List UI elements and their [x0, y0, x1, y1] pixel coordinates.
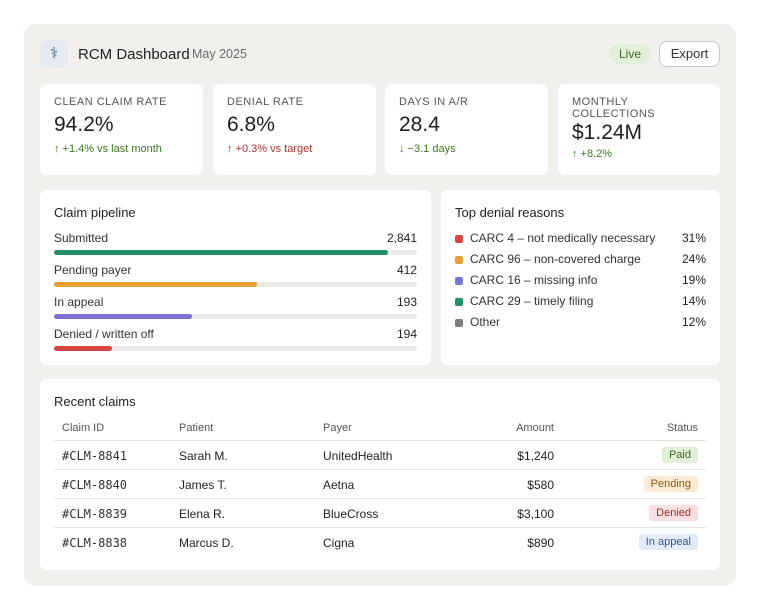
claim-id: #CLM-8840: [62, 478, 128, 492]
denial-reason-item: CARC 16 – missing info 19%: [455, 273, 706, 289]
denial-reason-percent: 12%: [681, 315, 706, 329]
progress-track: [54, 314, 417, 319]
claim-amount: $3,100: [517, 507, 554, 521]
pipeline-count: 2,841: [386, 231, 417, 245]
export-button[interactable]: Export: [659, 41, 720, 67]
progress-fill: [54, 282, 258, 287]
legend-swatch: [455, 319, 463, 327]
kpi-card-days-in-ar: DAYS IN A/R 28.4 ↓ −3.1 days: [385, 84, 548, 175]
patient-name: Elena R.: [179, 507, 226, 521]
kpi-card-clean-claim-rate: CLEAN CLAIM RATE 94.2% ↑ +1.4% vs last m…: [40, 84, 203, 175]
kpi-delta: ↑ +0.3% vs target: [227, 143, 313, 155]
claim-id: #CLM-8838: [62, 536, 128, 550]
progress-fill: [54, 250, 388, 255]
kpi-delta: ↑ +8.2%: [572, 148, 613, 160]
table-header-row: Claim ID Patient Payer Amount Status: [54, 416, 706, 441]
kpi-value: 94.2%: [54, 113, 114, 136]
denial-reason-label: Other: [470, 315, 501, 329]
denial-reason-item: CARC 4 – not medically necessary 31%: [455, 231, 706, 247]
column-header-status[interactable]: Status: [666, 422, 698, 434]
denial-reason-label: CARC 4 – not medically necessary: [470, 231, 656, 245]
panel-title: Recent claims: [54, 394, 136, 409]
status-badge: In appeal: [638, 534, 698, 550]
denial-reason-percent: 31%: [681, 231, 706, 245]
patient-name: Marcus D.: [179, 536, 234, 550]
status-badge: Denied: [649, 505, 698, 521]
kpi-delta: ↑ +1.4% vs last month: [54, 143, 162, 155]
pipeline-count: 412: [396, 263, 417, 277]
claim-id: #CLM-8841: [62, 449, 128, 463]
claim-id: #CLM-8839: [62, 507, 128, 521]
pipeline-row-submitted: Submitted 2,841: [54, 231, 417, 259]
status-badge: Paid: [661, 447, 698, 463]
legend-swatch: [455, 277, 463, 285]
pipeline-row-denied: Denied / written off 194: [54, 327, 417, 355]
payer-name: BlueCross: [323, 507, 379, 521]
column-header-patient[interactable]: Patient: [179, 422, 214, 434]
denial-reason-item: CARC 29 – timely filing 14%: [455, 294, 706, 310]
denial-reason-label: CARC 16 – missing info: [470, 273, 598, 287]
pipeline-label: In appeal: [54, 295, 104, 309]
pipeline-label: Pending payer: [54, 263, 132, 277]
denial-reason-label: CARC 96 – non-covered charge: [470, 252, 641, 266]
denial-reason-item: CARC 96 – non-covered charge 24%: [455, 252, 706, 268]
kpi-value: $1.24M: [572, 121, 643, 144]
pipeline-row-pending-payer: Pending payer 412: [54, 263, 417, 291]
denial-reason-item: Other 12%: [455, 315, 706, 331]
kpi-label: MONTHLY COLLECTIONS: [572, 96, 656, 120]
live-status-badge: Live: [609, 44, 652, 64]
table-row[interactable]: #CLM-8839 Elena R. BlueCross $3,100 Deni…: [54, 499, 706, 528]
patient-name: James T.: [179, 478, 227, 492]
kpi-card-monthly-collections: MONTHLY COLLECTIONS $1.24M ↑ +8.2%: [558, 84, 720, 175]
claim-amount: $890: [527, 536, 554, 550]
progress-track: [54, 346, 417, 351]
denial-reason-percent: 19%: [681, 273, 706, 287]
pipeline-row-in-appeal: In appeal 193: [54, 295, 417, 323]
pipeline-count: 193: [396, 295, 417, 309]
dashboard-frame: ⚕ RCM Dashboard May 2025 Live Export CLE…: [24, 24, 736, 586]
kpi-value: 6.8%: [227, 113, 275, 136]
kpi-delta: ↓ −3.1 days: [399, 143, 456, 155]
period-label: May 2025: [192, 47, 247, 61]
claim-amount: $580: [527, 478, 554, 492]
column-header-amount[interactable]: Amount: [516, 422, 554, 434]
panel-title: Claim pipeline: [54, 205, 136, 220]
table-row[interactable]: #CLM-8840 James T. Aetna $580 Pending: [54, 470, 706, 499]
payer-name: Cigna: [323, 536, 355, 550]
kpi-label: DAYS IN A/R: [399, 96, 469, 108]
progress-track: [54, 250, 417, 255]
denial-reason-label: CARC 29 – timely filing: [470, 294, 594, 308]
payer-name: Aetna: [323, 478, 355, 492]
caduceus-icon: ⚕: [40, 40, 68, 68]
patient-name: Sarah M.: [179, 449, 228, 463]
legend-swatch: [455, 256, 463, 264]
denial-reasons-panel: Top denial reasons CARC 4 – not medicall…: [441, 190, 720, 365]
column-header-claim-id[interactable]: Claim ID: [62, 422, 105, 434]
payer-name: UnitedHealth: [323, 449, 393, 463]
denial-reason-percent: 24%: [681, 252, 706, 266]
kpi-card-denial-rate: DENIAL RATE 6.8% ↑ +0.3% vs target: [213, 84, 376, 175]
kpi-label: CLEAN CLAIM RATE: [54, 96, 167, 108]
legend-swatch: [455, 298, 463, 306]
legend-swatch: [455, 235, 463, 243]
table-row[interactable]: #CLM-8841 Sarah M. UnitedHealth $1,240 P…: [54, 441, 706, 470]
recent-claims-panel: Recent claims Claim ID Patient Payer Amo…: [40, 379, 720, 570]
denial-reason-percent: 14%: [681, 294, 706, 308]
pipeline-label: Submitted: [54, 231, 109, 245]
progress-fill: [54, 314, 192, 319]
progress-track: [54, 282, 417, 287]
panel-title: Top denial reasons: [455, 205, 565, 220]
kpi-value: 28.4: [399, 113, 440, 136]
claim-pipeline-panel: Claim pipeline Submitted 2,841 Pending p…: [40, 190, 431, 365]
pipeline-count: 194: [396, 327, 417, 341]
pipeline-label: Denied / written off: [54, 327, 154, 341]
kpi-label: DENIAL RATE: [227, 96, 304, 108]
status-badge: Pending: [643, 476, 698, 492]
column-header-payer[interactable]: Payer: [323, 422, 352, 434]
progress-fill: [54, 346, 113, 351]
claim-amount: $1,240: [517, 449, 554, 463]
dashboard-header: ⚕ RCM Dashboard May 2025 Live Export: [40, 40, 720, 68]
page-title: RCM Dashboard: [78, 46, 190, 63]
table-row[interactable]: #CLM-8838 Marcus D. Cigna $890 In appeal: [54, 528, 706, 557]
